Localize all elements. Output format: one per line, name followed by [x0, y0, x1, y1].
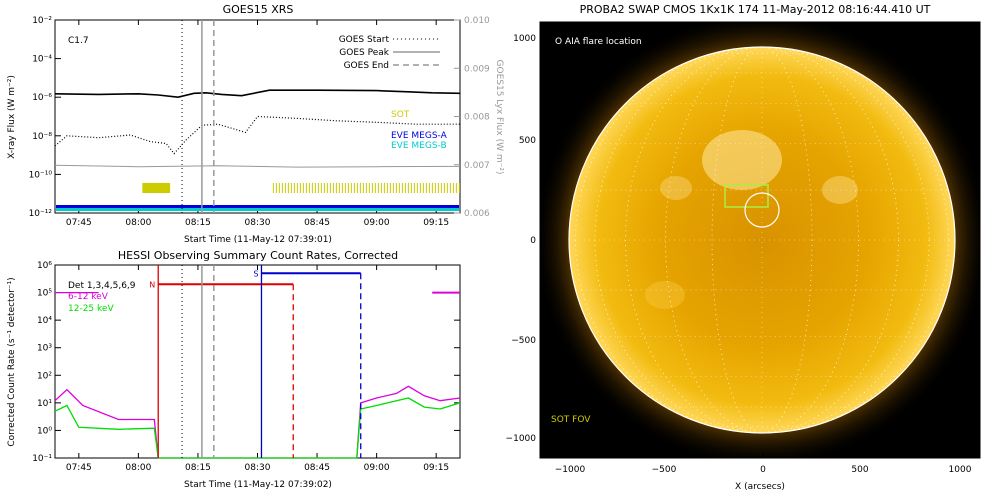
- swap-y-tick-label: −1000: [506, 434, 537, 444]
- eve-megs-b-bar: [56, 208, 459, 211]
- y-tick-label: 10⁻⁸: [32, 132, 52, 142]
- y2-tick-label: 0.008: [464, 113, 490, 123]
- goes-class-label: C1.7: [68, 36, 89, 46]
- legend-12-25kev-label: 12-25 keV: [68, 304, 114, 314]
- y-tick-label: 10⁻¹²: [29, 209, 53, 219]
- y-tick-label: 10⁻⁶: [32, 93, 52, 103]
- y-tick-label: 10²: [37, 371, 52, 381]
- x-tick-label: 08:45: [304, 463, 330, 473]
- legend-goes-end-label: GOES End: [344, 61, 389, 71]
- x-tick-label: 08:00: [125, 218, 151, 228]
- sot-fov-box: [724, 184, 769, 208]
- y-tick-label: 10³: [37, 344, 52, 354]
- y-tick-label: 10⁻⁴: [32, 55, 52, 65]
- aia-flare-location-circle: [744, 192, 780, 228]
- y2-tick-label: 0.006: [464, 209, 490, 219]
- goes-xrs-long-line: [54, 89, 461, 99]
- swap-panel: PROBA2 SWAP CMOS 1Kx1K 174 11-May-2012 0…: [506, 3, 981, 492]
- active-region-east: [822, 176, 858, 204]
- y-tick-label: 10⁻¹⁰: [29, 170, 53, 180]
- legend-6-12kev-label: 6-12 keV: [68, 292, 109, 302]
- grid-longitude-line: [575, 46, 949, 434]
- y-tick-label: 10⁻²: [32, 16, 52, 26]
- swap-x-tick-label: −500: [652, 465, 677, 475]
- y2-tick-label: 0.010: [464, 16, 490, 26]
- swap-axes: −1000 −500 0 500 1000 1000 500 0 −500 −1000: [506, 34, 972, 475]
- swap-y-tick-label: −500: [511, 336, 536, 346]
- goes-x-axis-label: Start Time (11-May-12 07:39:01): [184, 235, 332, 245]
- hessi-s-flag: S: [253, 269, 258, 278]
- sot-fov-label: SOT FOV: [551, 415, 591, 425]
- x-tick-label: 07:45: [66, 463, 92, 473]
- grid-longitude-line: [711, 46, 813, 434]
- x-tick-label: 08:15: [185, 218, 211, 228]
- hessi-n-flag: N: [149, 280, 155, 289]
- y-tick-label: 10⁶: [37, 261, 52, 271]
- y2-tick-label: 0.007: [464, 161, 490, 171]
- y-tick-label: 10⁰: [37, 426, 52, 436]
- legend-goes-start-label: GOES Start: [339, 35, 390, 45]
- goes-y2-axis-label: GOES15 Lyx Flux (W m⁻²): [494, 60, 504, 175]
- hessi-y-axis-label: Corrected Count Rate (s⁻¹ detector⁻¹): [7, 277, 17, 446]
- legend-goes-peak-label: GOES Peak: [339, 48, 389, 58]
- swap-x-tick-label: 1000: [949, 465, 972, 475]
- label-eve-megs-b: EVE MEGS-B: [391, 141, 447, 151]
- solar-disk: [569, 47, 955, 433]
- x-tick-label: 07:45: [66, 218, 92, 228]
- y-tick-label: 10⁴: [37, 316, 52, 326]
- hessi-12-25kev-line: [54, 397, 461, 459]
- swap-y-tick-label: 0: [530, 236, 536, 246]
- swap-y-tick-label: 500: [519, 136, 536, 146]
- swap-image: [540, 22, 980, 458]
- x-tick-label: 08:45: [304, 218, 330, 228]
- goes-panel: GOES15 XRS C1.7 X-ray Flux (W m⁻²) GOES1…: [7, 3, 504, 245]
- legend-det-label: Det 1,3,4,5,6,9: [68, 281, 136, 291]
- x-tick-label: 08:30: [245, 218, 271, 228]
- goes-plot-area: 10⁻² 10⁻⁴ 10⁻⁶ 10⁻⁸ 10⁻¹⁰ 10⁻¹² 0.010 0.009 0.00…: [29, 16, 490, 228]
- goes-legend: GOES Start GOES Peak GOES End: [339, 35, 440, 71]
- goes-y-axis-label: X-ray Flux (W m⁻²): [7, 75, 17, 159]
- label-sot: SOT: [391, 110, 410, 120]
- hessi-title: HESSI Observing Summary Count Rates, Cor…: [118, 249, 398, 262]
- x-tick-label: 09:00: [364, 463, 390, 473]
- limb-outline: [568, 46, 956, 434]
- y-tick-label: 10⁻¹: [32, 454, 52, 464]
- x-tick-label: 08:30: [245, 463, 271, 473]
- hessi-plot-area: 10⁶ 10⁵ 10⁴ 10³ 10² 10¹ 10⁰ 10⁻¹ 07:45 08:00 08:15…: [32, 261, 461, 473]
- x-tick-label: 09:00: [364, 218, 390, 228]
- swap-y-tick-label: 1000: [513, 34, 536, 44]
- goes-title: GOES15 XRS: [223, 3, 294, 16]
- aia-flare-location-label: O AIA flare location: [555, 37, 642, 47]
- hessi-legend: Det 1,3,4,5,6,9 6-12 keV 12-25 keV: [68, 281, 136, 314]
- swap-x-tick-label: 500: [851, 465, 868, 475]
- swap-x-axis-label: X (arcsecs): [735, 482, 785, 492]
- swap-x-tick-label: 0: [760, 465, 766, 475]
- active-region-west: [660, 176, 692, 200]
- x-tick-label: 08:00: [125, 463, 151, 473]
- sot-coverage-bar: [142, 183, 171, 193]
- active-region-bright: [702, 130, 782, 190]
- eve-megs-a-bar: [56, 205, 459, 208]
- goes-lyx-flux-line: [54, 164, 461, 168]
- y-tick-label: 10¹: [37, 399, 52, 409]
- label-eve-megs-a: EVE MEGS-A: [391, 131, 448, 141]
- hessi-panel: HESSI Observing Summary Count Rates, Cor…: [7, 249, 461, 490]
- swap-title: PROBA2 SWAP CMOS 1Kx1K 174 11-May-2012 0…: [580, 3, 931, 16]
- x-tick-label: 09:15: [423, 218, 449, 228]
- y-tick-label: 10⁵: [37, 289, 52, 299]
- hessi-x-axis-label: Start Time (11-May-12 07:39:02): [184, 480, 332, 490]
- x-tick-label: 08:15: [185, 463, 211, 473]
- x-tick-label: 09:15: [423, 463, 449, 473]
- active-region-south: [645, 281, 685, 309]
- hessi-6-12kev-line: [54, 385, 461, 459]
- y2-tick-label: 0.009: [464, 64, 490, 74]
- swap-x-tick-label: −1000: [555, 465, 586, 475]
